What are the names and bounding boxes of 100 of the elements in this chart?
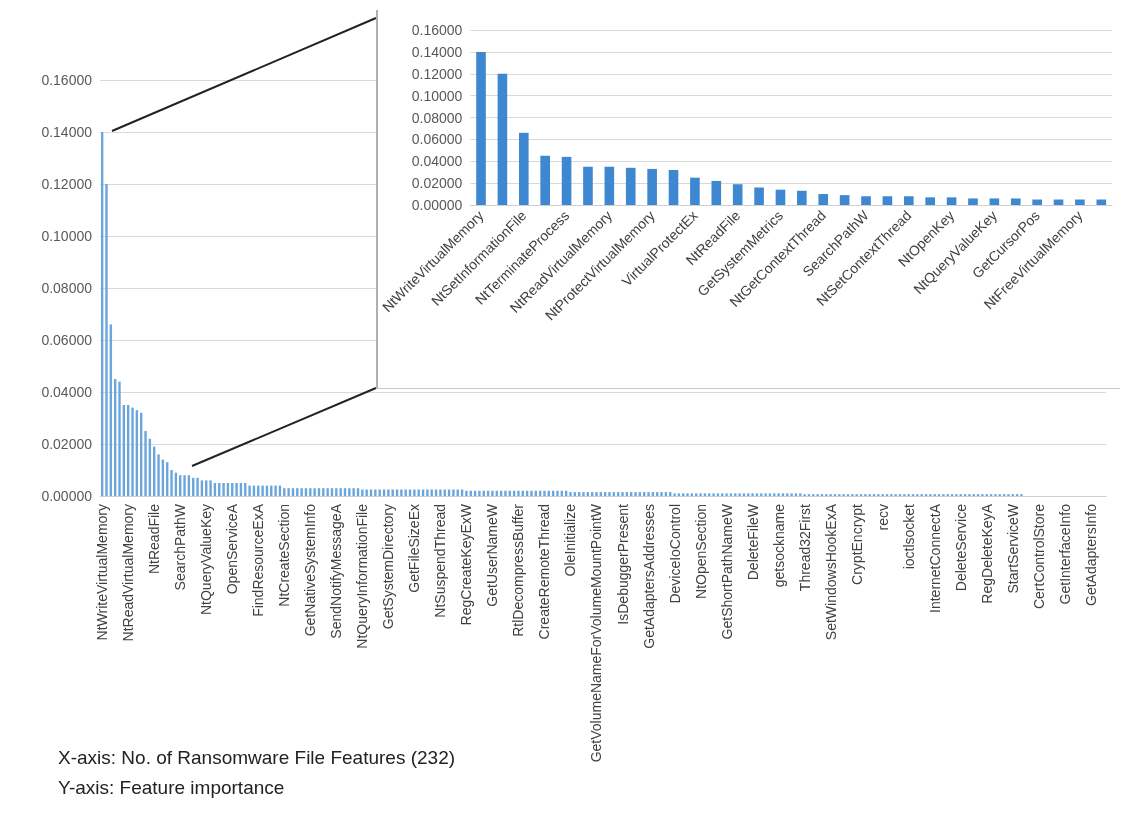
bar bbox=[400, 489, 403, 496]
bar bbox=[105, 184, 108, 496]
bar bbox=[797, 190, 807, 205]
x-tick-label: NtReadFile bbox=[146, 503, 163, 575]
x-tick-label: NtReadVirtualMemory bbox=[120, 504, 137, 642]
bar bbox=[711, 180, 722, 205]
bar bbox=[196, 477, 199, 496]
x-tick-label: SearchPathW bbox=[172, 503, 189, 591]
bar bbox=[209, 480, 212, 496]
bar bbox=[781, 493, 785, 496]
bar bbox=[322, 488, 325, 496]
bar bbox=[882, 196, 893, 205]
bar bbox=[378, 489, 381, 496]
bar bbox=[313, 488, 316, 496]
bar bbox=[690, 177, 700, 205]
bar bbox=[452, 489, 455, 496]
bar bbox=[764, 493, 767, 496]
bar bbox=[634, 492, 637, 496]
x-tick-label: OleInitialize bbox=[562, 503, 579, 577]
bar bbox=[518, 132, 529, 205]
bar bbox=[703, 493, 707, 496]
bar bbox=[760, 493, 763, 496]
bar bbox=[170, 470, 173, 496]
x-tick-label: CertControlStore bbox=[1030, 503, 1047, 610]
bar bbox=[773, 493, 776, 496]
bar bbox=[556, 490, 559, 496]
y-tick-label: 0.16000 bbox=[411, 22, 463, 38]
x-tick-label: GetAdaptersAddresses bbox=[640, 504, 657, 649]
x-tick-label: NtQueryInformationFile bbox=[354, 503, 371, 649]
x-tick-label: GetAdaptersInfo bbox=[1082, 503, 1099, 606]
bar bbox=[799, 493, 802, 496]
bar bbox=[222, 483, 225, 496]
bar bbox=[712, 493, 715, 496]
bar bbox=[339, 488, 342, 496]
bar bbox=[183, 475, 186, 496]
bar bbox=[989, 198, 1000, 205]
x-tick-label: StartServiceW bbox=[1004, 503, 1021, 594]
x-tick-label: NtSuspendThread bbox=[432, 504, 449, 618]
y-tick-label: 0.14000 bbox=[41, 124, 93, 140]
bar bbox=[1010, 198, 1021, 205]
x-tick-label: GetShortPathNameW bbox=[718, 503, 735, 640]
bar bbox=[118, 381, 121, 496]
bar bbox=[608, 492, 611, 496]
x-tick-label: GetNativeSystemInfo bbox=[302, 503, 319, 637]
x-tick-label: DeviceIoControl bbox=[666, 504, 683, 604]
bar bbox=[504, 490, 507, 496]
bar bbox=[682, 493, 685, 496]
x-tick-label: ioctlsocket bbox=[900, 503, 917, 570]
x-tick-label: NtWriteVirtualMemory bbox=[94, 504, 111, 641]
x-tick-label: RegDeleteKeyA bbox=[978, 503, 995, 604]
bar bbox=[1032, 199, 1042, 205]
bar bbox=[413, 489, 416, 496]
y-tick-label: 0.14000 bbox=[411, 43, 463, 60]
bar bbox=[365, 489, 368, 496]
x-tick-label: getsockname bbox=[770, 503, 787, 588]
x-tick-label: DeleteFileW bbox=[744, 503, 761, 581]
x-tick-label: OpenServiceA bbox=[224, 503, 241, 595]
y-tick-label: 0.12000 bbox=[411, 65, 463, 82]
bar bbox=[946, 197, 957, 205]
text: Y-axis: Feature importance bbox=[58, 776, 286, 800]
bar bbox=[1096, 199, 1107, 205]
bar bbox=[751, 493, 754, 496]
bar bbox=[677, 493, 681, 496]
y-tick-label: 0.04000 bbox=[411, 153, 463, 170]
x-tick-label: RtlDecompressBuffer bbox=[510, 503, 527, 637]
bar bbox=[729, 493, 733, 496]
bar bbox=[361, 489, 364, 496]
bar bbox=[426, 489, 429, 496]
bar bbox=[721, 493, 724, 496]
bar bbox=[699, 493, 702, 496]
x-tick-label: NtCreateSection bbox=[276, 504, 293, 607]
bar bbox=[543, 490, 546, 496]
y-tick-label: 0.08000 bbox=[411, 109, 463, 126]
bar bbox=[497, 73, 508, 205]
bar bbox=[157, 454, 160, 496]
bar bbox=[131, 407, 134, 496]
bar bbox=[261, 485, 264, 496]
bar bbox=[569, 492, 572, 496]
x-tick-label: NtQueryValueKey bbox=[198, 504, 215, 616]
bar bbox=[621, 492, 624, 496]
bar bbox=[839, 195, 850, 205]
bar bbox=[604, 166, 615, 205]
text: X-axis: No. of Ransomware File Features (232) bbox=[58, 746, 456, 770]
y-tick-label: 0.00000 bbox=[411, 197, 463, 213]
bar bbox=[768, 493, 772, 496]
y-tick-label: 0.02000 bbox=[411, 175, 463, 192]
x-tick-label: CreateRemoteThread bbox=[536, 504, 553, 640]
bar bbox=[517, 490, 520, 496]
x-tick-label: GetVolumeNameForVolumeMountPointW bbox=[588, 503, 605, 763]
y-tick-label: 0.00000 bbox=[41, 488, 93, 504]
bar bbox=[235, 483, 238, 496]
bar bbox=[861, 196, 871, 205]
x-tick-label: GetInterfaceInfo bbox=[1056, 503, 1073, 605]
bar bbox=[738, 493, 741, 496]
bar bbox=[673, 493, 676, 496]
bar bbox=[732, 184, 743, 205]
bar bbox=[1075, 199, 1085, 205]
x-tick-label: SetWindowsHookExA bbox=[822, 503, 839, 641]
x-tick-label: Thread32First bbox=[796, 503, 813, 592]
x-tick-label: GetSystemDirectory bbox=[380, 504, 397, 630]
